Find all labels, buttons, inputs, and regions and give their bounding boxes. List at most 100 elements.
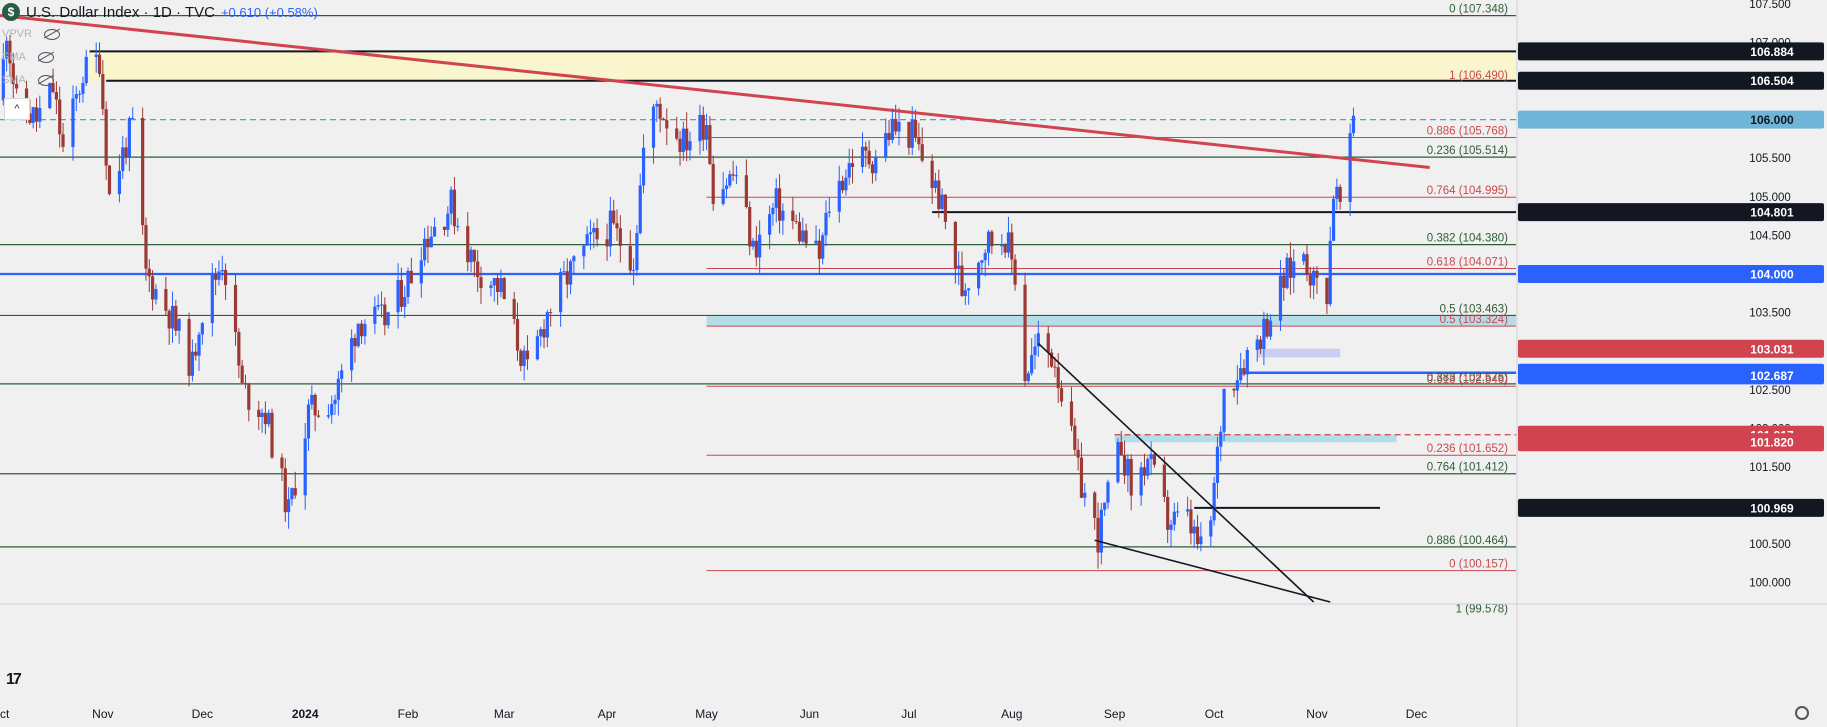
fib-label: 0.886 (100.464) xyxy=(1427,535,1508,547)
eye-hidden-icon[interactable] xyxy=(37,51,54,63)
candle-body xyxy=(472,249,476,262)
candle-body xyxy=(1222,388,1226,432)
candle-body xyxy=(758,234,762,258)
price-badge: 106.000 xyxy=(1518,110,1824,129)
candle-body xyxy=(990,231,994,247)
trendline xyxy=(0,13,1430,169)
candle-body xyxy=(1142,467,1147,476)
candle-body xyxy=(61,134,65,147)
fib-label: 0.382 (104.380) xyxy=(1427,233,1508,245)
candle-body xyxy=(326,415,331,417)
candle-body xyxy=(1116,442,1120,483)
candle-body xyxy=(562,271,566,273)
candle-body xyxy=(943,194,948,222)
candle-body xyxy=(754,240,758,258)
candle-body xyxy=(850,163,855,168)
candle-body xyxy=(1192,526,1196,534)
candle-body xyxy=(1030,355,1034,374)
fib-label: 0.764 (101.412) xyxy=(1427,462,1508,474)
candle-body xyxy=(287,499,291,513)
candle-body xyxy=(34,107,39,122)
candle-body xyxy=(214,274,218,280)
candle-body xyxy=(1262,318,1266,349)
candle-body xyxy=(840,180,845,191)
candle-body xyxy=(708,125,712,164)
indicator-row-vpvr[interactable]: VPVR xyxy=(2,28,60,40)
symbol-title[interactable]: U.S. Dollar Index · 1D · TVC xyxy=(26,3,215,21)
candle-body xyxy=(814,240,818,244)
candle-body xyxy=(141,117,145,226)
candle-body xyxy=(1053,366,1057,368)
eye-hidden-icon[interactable] xyxy=(43,28,60,40)
candle-body xyxy=(678,138,682,152)
tradingview-logo: 17 xyxy=(6,671,22,688)
candle-body xyxy=(449,189,453,214)
candle-body xyxy=(81,83,85,94)
candle-body xyxy=(1026,373,1030,382)
x-tick-label: Oct xyxy=(1205,707,1224,721)
candle-body xyxy=(1282,275,1286,288)
candle-body xyxy=(572,256,576,262)
candle-body xyxy=(1146,459,1150,476)
candle-body xyxy=(144,225,148,269)
candle-body xyxy=(217,271,221,280)
price-badge: 104.000 xyxy=(1518,264,1824,283)
candle-body xyxy=(51,83,55,92)
fib-label: 1 (99.578) xyxy=(1456,603,1509,615)
candle-body xyxy=(1049,352,1054,367)
candle-body xyxy=(568,261,573,285)
candle-body xyxy=(588,232,593,235)
candle-body xyxy=(771,207,775,215)
price-badge-label: 106.000 xyxy=(1750,113,1794,127)
candle-body xyxy=(1351,115,1356,134)
candle-body xyxy=(638,185,642,234)
fib-label: 0.764 (104.995) xyxy=(1427,185,1508,197)
candle-body xyxy=(801,230,805,242)
candle-body xyxy=(1069,401,1074,426)
candle-body xyxy=(658,103,662,119)
candle-body xyxy=(386,312,390,326)
candle-body xyxy=(612,210,616,224)
x-tick-label: Apr xyxy=(598,707,617,721)
candle-body xyxy=(336,378,340,400)
candle-body xyxy=(884,133,888,158)
candle-body xyxy=(1302,254,1306,262)
candle-body xyxy=(243,382,248,385)
price-badge-box xyxy=(1518,203,1824,222)
indicator-row-sma-1[interactable]: SMA xyxy=(2,51,54,63)
collapse-indicators-button[interactable]: ^ xyxy=(4,98,30,120)
gear-icon[interactable] xyxy=(1795,706,1809,720)
candle-body xyxy=(190,351,195,376)
fib-label: 0.236 (105.514) xyxy=(1427,145,1508,157)
x-tick-label: Dec xyxy=(1406,707,1427,721)
candle-body xyxy=(1073,425,1077,450)
candle-body xyxy=(310,394,314,405)
candle-body xyxy=(84,56,88,84)
x-tick-label: 2024 xyxy=(292,707,319,721)
candle-body xyxy=(728,174,732,186)
candle-body xyxy=(1003,244,1007,253)
y-tick-label: 100.000 xyxy=(1749,578,1791,590)
candle-body xyxy=(721,189,725,204)
candle-body xyxy=(651,106,656,148)
price-badge: 103.031 xyxy=(1518,339,1824,358)
candle-body xyxy=(953,221,957,269)
candle-body xyxy=(910,120,914,148)
candle-body xyxy=(874,157,878,174)
price-badge: 104.801 xyxy=(1518,203,1824,222)
candle-body xyxy=(177,319,181,331)
candle-body xyxy=(54,91,58,100)
candle-body xyxy=(1023,284,1027,382)
eye-hidden-icon[interactable] xyxy=(37,74,54,86)
indicator-row-sma-2[interactable]: SMA xyxy=(2,74,54,86)
candle-body xyxy=(101,74,105,110)
candle-body xyxy=(237,332,241,366)
candle-body xyxy=(1172,511,1176,525)
candle-body xyxy=(426,238,430,248)
price-badge-label: 101.820 xyxy=(1750,436,1794,450)
x-tick-label: Aug xyxy=(1001,707,1022,721)
price-badge: 106.504 xyxy=(1518,71,1824,90)
trendline xyxy=(1037,342,1315,603)
